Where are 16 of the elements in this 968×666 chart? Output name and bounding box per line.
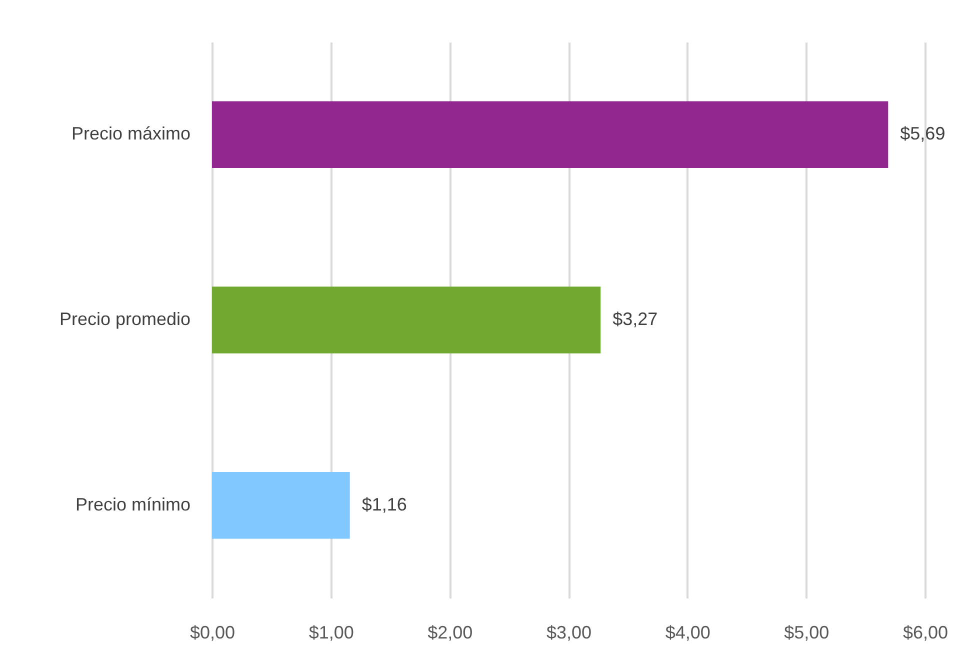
x-tick-label: $3,00 bbox=[546, 622, 592, 642]
bar bbox=[212, 472, 350, 539]
bar bbox=[212, 286, 601, 354]
x-tick-label: $0,00 bbox=[190, 622, 236, 642]
x-tick-label: $4,00 bbox=[665, 622, 710, 642]
data-label: $3,27 bbox=[612, 309, 658, 329]
data-label: $5,69 bbox=[900, 124, 946, 144]
x-tick-label: $1,00 bbox=[308, 622, 354, 642]
x-tick-label: $5,00 bbox=[784, 622, 830, 642]
bar bbox=[212, 101, 888, 168]
x-tick-label: $6,00 bbox=[902, 622, 948, 642]
y-tick-label: Precio mínimo bbox=[75, 494, 190, 514]
data-label: $1,16 bbox=[362, 494, 407, 514]
y-tick-label: Precio promedio bbox=[59, 309, 190, 329]
y-tick-label: Precio máximo bbox=[71, 124, 190, 144]
x-tick-label: $2,00 bbox=[428, 622, 473, 642]
